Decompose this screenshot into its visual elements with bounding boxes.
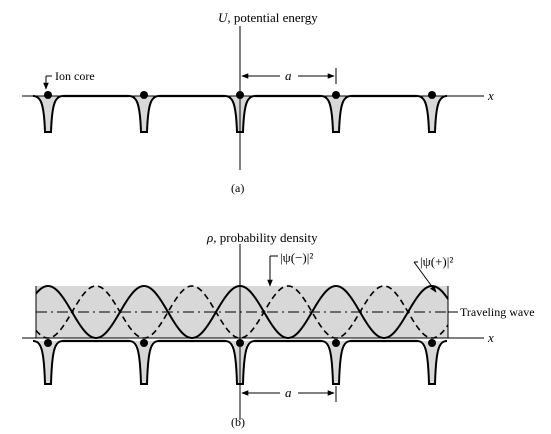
panel-a-potential-well — [320, 95, 352, 133]
panel-a-potential-well-fill — [321, 96, 351, 132]
panel-b-potential-well — [128, 340, 160, 385]
panel-a-potential-well-fill — [33, 96, 63, 132]
panel-a-ion-core-label: Ion core — [55, 69, 95, 83]
ion-core — [44, 339, 52, 347]
panel-a: U, potential energy x Ion core a (a) — [22, 10, 494, 195]
psi-plus-curve — [35, 284, 449, 340]
panel-b: ρ, probability density x |ψ(−)|² |ψ(+)|²… — [22, 230, 535, 429]
traveling-wave-label: Traveling wave — [460, 305, 535, 319]
panel-b-potential-wells — [32, 339, 448, 385]
panel-b-x-label: x — [487, 330, 494, 345]
panel-a-caption: (a) — [231, 181, 244, 195]
panel-b-potential-well — [416, 340, 448, 385]
psi-plus-label: |ψ(+)|² — [420, 254, 453, 269]
ion-core — [140, 339, 148, 347]
panel-a-potential-well — [128, 95, 160, 133]
ion-core — [332, 339, 340, 347]
panel-a-spacing-label: a — [285, 68, 292, 83]
panel-a-potential-well — [32, 95, 64, 133]
panel-a-potential-well-fill — [129, 96, 159, 132]
panel-b-potential-well — [32, 340, 64, 385]
ion-core — [332, 91, 340, 99]
ion-core — [428, 339, 436, 347]
psi-plus-arrow — [413, 261, 437, 293]
panel-b-axis-label: ρ, probability density — [206, 230, 318, 245]
panel-b-potential-well-fill — [321, 341, 351, 384]
panel-a-x-label: x — [487, 88, 494, 103]
panel-a-potential-well — [416, 95, 448, 133]
panel-b-potential-well-fill — [33, 341, 63, 384]
psi-minus-curve — [35, 285, 449, 339]
panel-b-potential-well-fill — [129, 341, 159, 384]
panel-a-axis-label: U, potential energy — [218, 10, 318, 25]
ion-core — [428, 91, 436, 99]
panel-b-potential-well-fill — [417, 341, 447, 384]
panel-b-spacing-label: a — [285, 385, 292, 400]
panel-a-ion-cores — [44, 91, 436, 99]
panel-a-potential-well-fill — [417, 96, 447, 132]
panel-b-caption: (b) — [231, 415, 245, 429]
ion-core — [140, 91, 148, 99]
psi-minus-label: |ψ(−)|² — [280, 250, 313, 265]
panel-b-potential-well — [320, 340, 352, 385]
ion-core — [44, 91, 52, 99]
